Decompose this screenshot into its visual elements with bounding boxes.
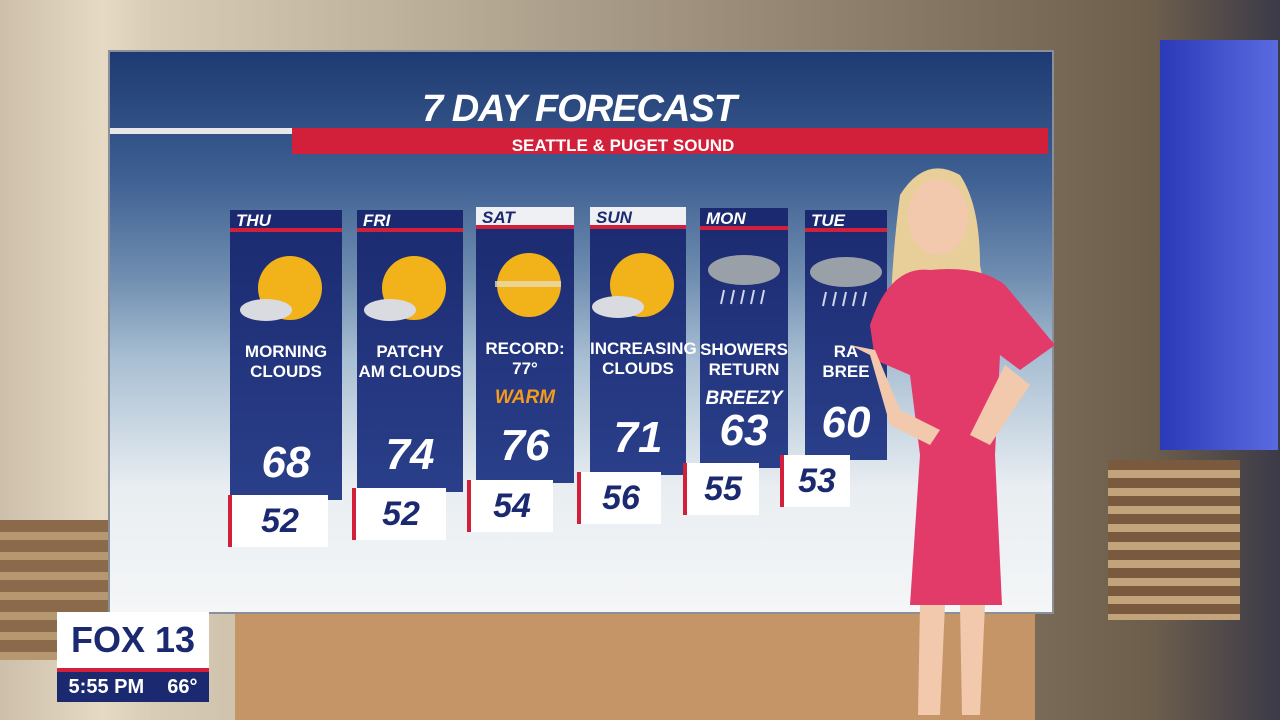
day-name: SUN	[590, 207, 686, 229]
day-column: FRI PATCHY AM CLOUDS 74	[357, 210, 463, 492]
high-temp: 63	[719, 406, 769, 455]
high-temp: 71	[613, 413, 663, 462]
low-temp: 52	[352, 488, 446, 540]
condition-line: CLOUDS	[602, 359, 674, 378]
low-temp: 56	[577, 472, 661, 524]
logo: FOX 13	[57, 612, 209, 672]
condition-line: SHOWERS	[700, 340, 788, 359]
weather-icon	[810, 257, 882, 307]
subtitle: SEATTLE & PUGET SOUND	[108, 136, 1138, 156]
day-column: SAT RECORD: 77° WARM 76	[476, 207, 574, 483]
red-bar	[292, 128, 1048, 154]
station-bug: FOX 13 5:55 PM 66°	[57, 612, 209, 702]
day-name: FRI	[357, 210, 463, 232]
condition: RECORD: 77°	[476, 339, 574, 379]
temp: 66°	[167, 676, 198, 698]
day-name: MON	[700, 208, 788, 230]
weather-icon	[240, 256, 322, 321]
condition: MORNING CLOUDS	[230, 342, 342, 382]
condition-line: 77°	[512, 359, 538, 378]
condition: PATCHY AM CLOUDS	[357, 342, 463, 382]
weather-icon	[364, 256, 446, 321]
note: WARM	[494, 387, 556, 408]
low-temp: 53	[780, 455, 850, 507]
condition-line: RECORD:	[485, 339, 565, 358]
presenter	[850, 168, 1055, 715]
day-name: THU	[230, 210, 342, 232]
condition-line: INCREASING	[590, 339, 697, 358]
day-name: SAT	[476, 207, 574, 229]
weather-icon	[708, 255, 780, 305]
condition-line: MORNING	[244, 342, 328, 361]
low-temp: 54	[467, 480, 553, 532]
title: 7 DAY FORECAST	[422, 88, 737, 130]
high-temp: 60	[821, 398, 871, 447]
condition-line: AM CLOUDS	[358, 362, 462, 381]
high-temp: 76	[500, 421, 550, 470]
note: BREEZY	[705, 388, 783, 409]
subtitle-text: SEATTLE & PUGET SOUND	[511, 136, 735, 155]
blue-panel	[1160, 40, 1278, 450]
low-temp: 55	[683, 463, 759, 515]
condition: INCREASING CLOUDS	[590, 339, 697, 379]
low-temp: 52	[228, 495, 328, 547]
condition-line: RA	[833, 342, 859, 361]
condition-line: BREE	[822, 362, 870, 381]
weather-icon	[592, 253, 674, 318]
time-temp: 5:55 PM 66°	[57, 672, 209, 702]
day-column: THU MORNING CLOUDS 68	[230, 210, 342, 500]
stone-pillar	[1108, 460, 1240, 620]
day-column: MON SHOWERS RETURN BREEZY 63	[700, 208, 788, 468]
time: 5:55 PM	[68, 676, 145, 698]
white-bar	[110, 128, 292, 134]
condition: SHOWERS RETURN	[700, 340, 788, 380]
day-name: TUE	[805, 210, 887, 232]
day-column: SUN INCREASING CLOUDS 71	[590, 207, 697, 475]
condition-line: CLOUDS	[250, 362, 322, 381]
condition-line: PATCHY	[376, 342, 444, 361]
weather-icon	[495, 253, 561, 317]
condition-line: RETURN	[708, 360, 780, 379]
high-temp: 68	[261, 438, 311, 487]
high-temp: 74	[385, 430, 435, 479]
condition: RA BREE	[805, 342, 887, 382]
